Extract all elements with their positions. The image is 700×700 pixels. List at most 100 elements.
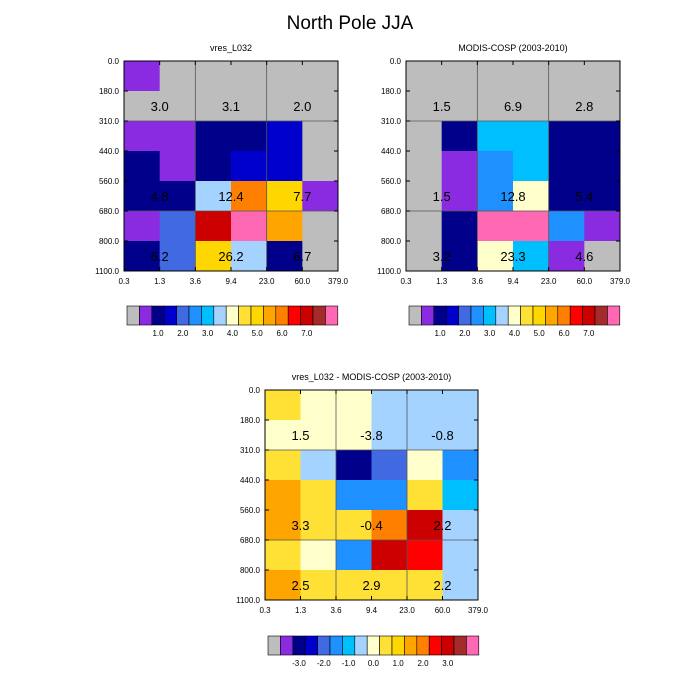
heatmap-cell xyxy=(195,61,232,92)
heatmap-cell xyxy=(407,510,443,541)
heatmap-cell xyxy=(407,570,443,601)
heatmap-cell xyxy=(266,61,303,92)
colorbar-swatch xyxy=(421,305,435,326)
heatmap-cell xyxy=(124,121,161,152)
data-label: 12.4 xyxy=(218,189,243,204)
colorbar-swatch xyxy=(201,305,215,326)
heatmap-cell xyxy=(266,181,303,212)
heatmap-cell xyxy=(195,241,232,272)
heatmap-cell xyxy=(406,91,443,122)
colorbar-swatch xyxy=(325,305,339,326)
heatmap-cell xyxy=(266,121,303,152)
data-label: 2.8 xyxy=(575,99,593,114)
colorbar-swatch xyxy=(267,635,281,656)
heatmap-cell xyxy=(195,211,232,242)
colorbar-swatch xyxy=(250,305,264,326)
colorbar-swatch xyxy=(532,305,546,326)
heatmap-cell xyxy=(371,420,408,451)
heatmap-cell xyxy=(371,570,408,601)
heatmap-cell xyxy=(302,61,339,92)
heatmap-cell xyxy=(442,540,479,571)
y-tick-label: 800.0 xyxy=(381,237,402,246)
heatmap-cell xyxy=(231,121,268,152)
heatmap-cell xyxy=(124,61,161,92)
heatmap-cell xyxy=(159,241,196,272)
heatmap-cell xyxy=(442,480,479,511)
y-tick-label: 800.0 xyxy=(99,237,120,246)
colorbar-swatch xyxy=(151,305,165,326)
heatmap-cell xyxy=(265,480,301,511)
heatmap-cell xyxy=(548,91,585,122)
heatmap-cell xyxy=(124,211,161,242)
heatmap-cell xyxy=(584,91,621,122)
data-label: 3.3 xyxy=(291,518,309,533)
colorbar-label: 1.0 xyxy=(152,329,164,338)
data-label: 12.8 xyxy=(500,189,525,204)
y-tick-label: 800.0 xyxy=(240,566,261,575)
x-tick-label: 3.6 xyxy=(330,606,342,615)
heatmap-cell xyxy=(548,151,585,182)
colorbar-swatch xyxy=(607,305,621,326)
heatmap-cell xyxy=(371,390,408,421)
colorbar-swatch xyxy=(416,635,430,656)
colorbar-label: 4.0 xyxy=(227,329,239,338)
data-label: 6.2 xyxy=(151,249,169,264)
x-tick-label: 379.0 xyxy=(468,606,489,615)
panel-1: vres_L032 0.3 1.3 3.6 9.4 23.0 60.0 379.0 0.0 180… xyxy=(95,43,348,338)
colorbar-swatch xyxy=(213,305,227,326)
heatmap-cell xyxy=(302,211,339,242)
heatmap-cell xyxy=(407,480,443,511)
colorbar-swatch xyxy=(582,305,596,326)
data-label: 3.1 xyxy=(222,99,240,114)
colorbar-swatch xyxy=(507,305,521,326)
heatmap-cell xyxy=(584,181,621,212)
heatmap-cell xyxy=(406,121,443,152)
data-label: 4.6 xyxy=(575,249,593,264)
x-tick-label: 0.3 xyxy=(118,277,130,286)
data-label: 1.5 xyxy=(433,99,451,114)
heatmap-cell xyxy=(477,91,514,122)
colorbar-swatch xyxy=(176,305,190,326)
colorbar-swatch xyxy=(453,635,467,656)
colorbar-swatch xyxy=(483,305,497,326)
y-tick-label: 560.0 xyxy=(99,177,120,186)
heatmap-cell xyxy=(407,420,443,451)
y-tick-label: 440.0 xyxy=(240,476,261,485)
colorbar-swatch xyxy=(569,305,583,326)
heatmap-cell xyxy=(584,121,621,152)
colorbar-swatch xyxy=(354,635,368,656)
colorbar-swatch xyxy=(466,635,480,656)
data-label: -0.8 xyxy=(431,428,453,443)
heatmap-cell xyxy=(513,91,550,122)
colorbar-label: 7.0 xyxy=(301,329,313,338)
panel-title: MODIS-COSP (2003-2010) xyxy=(458,43,567,53)
heatmap-cell xyxy=(548,181,585,212)
colorbar-label: 6.0 xyxy=(276,329,288,338)
x-tick-label: 9.4 xyxy=(225,277,237,286)
heatmap-cell xyxy=(300,510,337,541)
colorbar-label: 5.0 xyxy=(252,329,264,338)
x-tick-label: 60.0 xyxy=(577,277,593,286)
colorbar-swatch xyxy=(329,635,343,656)
heatmap-cell xyxy=(371,480,408,511)
heatmap-cell xyxy=(336,450,372,481)
heatmap-cell xyxy=(406,181,443,212)
y-tick-label: 310.0 xyxy=(240,446,261,455)
colorbar-swatch xyxy=(139,305,153,326)
heatmap-cell xyxy=(124,91,161,122)
heatmap-cell xyxy=(266,151,303,182)
colorbar-swatch xyxy=(545,305,559,326)
colorbar-swatch xyxy=(304,635,318,656)
colorbar-label: 3.0 xyxy=(484,329,496,338)
panel-title: vres_L032 xyxy=(210,43,252,53)
y-tick-label: 440.0 xyxy=(99,147,120,156)
heatmap-cell xyxy=(477,181,514,212)
heatmap-cell xyxy=(513,211,550,242)
heatmap-cell xyxy=(336,480,372,511)
heatmap-cell xyxy=(266,91,303,122)
colorbar-swatch xyxy=(317,635,331,656)
colorbar-label: 3.0 xyxy=(442,659,454,668)
heatmap-cell xyxy=(548,61,585,92)
heatmap-cell xyxy=(441,61,478,92)
colorbar-label: 1.0 xyxy=(393,659,405,668)
